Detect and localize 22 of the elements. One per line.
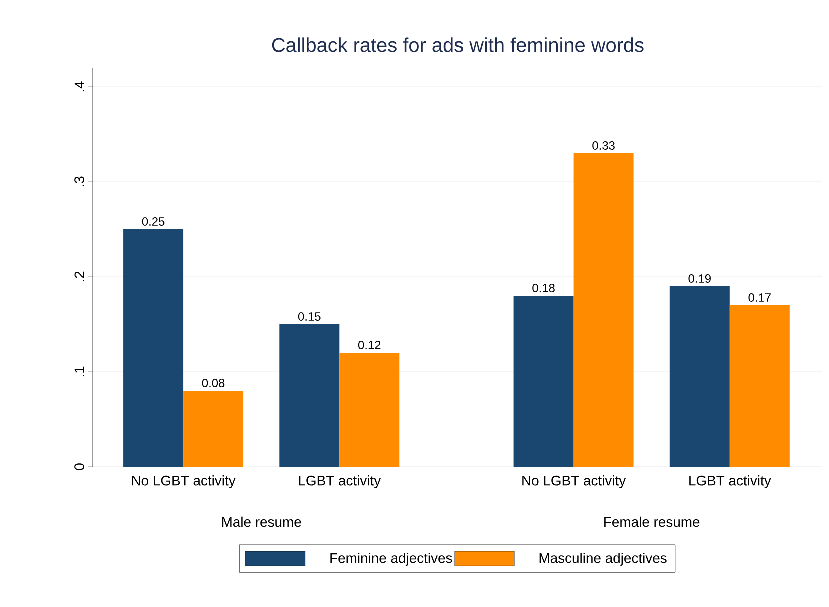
y-tick-label: .1	[74, 366, 84, 377]
y-tick-label: .3	[74, 176, 84, 187]
data-label: 0.18	[532, 284, 555, 292]
legend-label: Feminine adjectives	[330, 552, 452, 566]
y-tick-label: .4	[74, 82, 84, 92]
data-label: 0.15	[298, 312, 321, 321]
text: Male resume	[222, 516, 302, 528]
data-label: 0.17	[748, 294, 771, 302]
x-tick-label: LGBT activity	[690, 476, 772, 489]
y-tick-label: .2	[74, 272, 84, 282]
data-label: 0.33	[592, 142, 615, 150]
data-label: 0.12	[358, 341, 381, 350]
data-label: 0.19	[688, 274, 711, 283]
x-tick-label: No LGBT activity	[522, 476, 626, 489]
chart-title: Callback rates for ads with feminine words	[272, 38, 644, 52]
x-tick-label: LGBT activity	[299, 476, 382, 489]
text: Female resume	[604, 516, 700, 528]
y-tick-label: 0	[74, 464, 84, 470]
data-label: 0.08	[202, 379, 225, 388]
data-label: 0.25	[142, 218, 165, 226]
legend-label: Masculine adjectives	[540, 552, 667, 566]
x-tick-label: No LGBT activity	[132, 476, 236, 489]
